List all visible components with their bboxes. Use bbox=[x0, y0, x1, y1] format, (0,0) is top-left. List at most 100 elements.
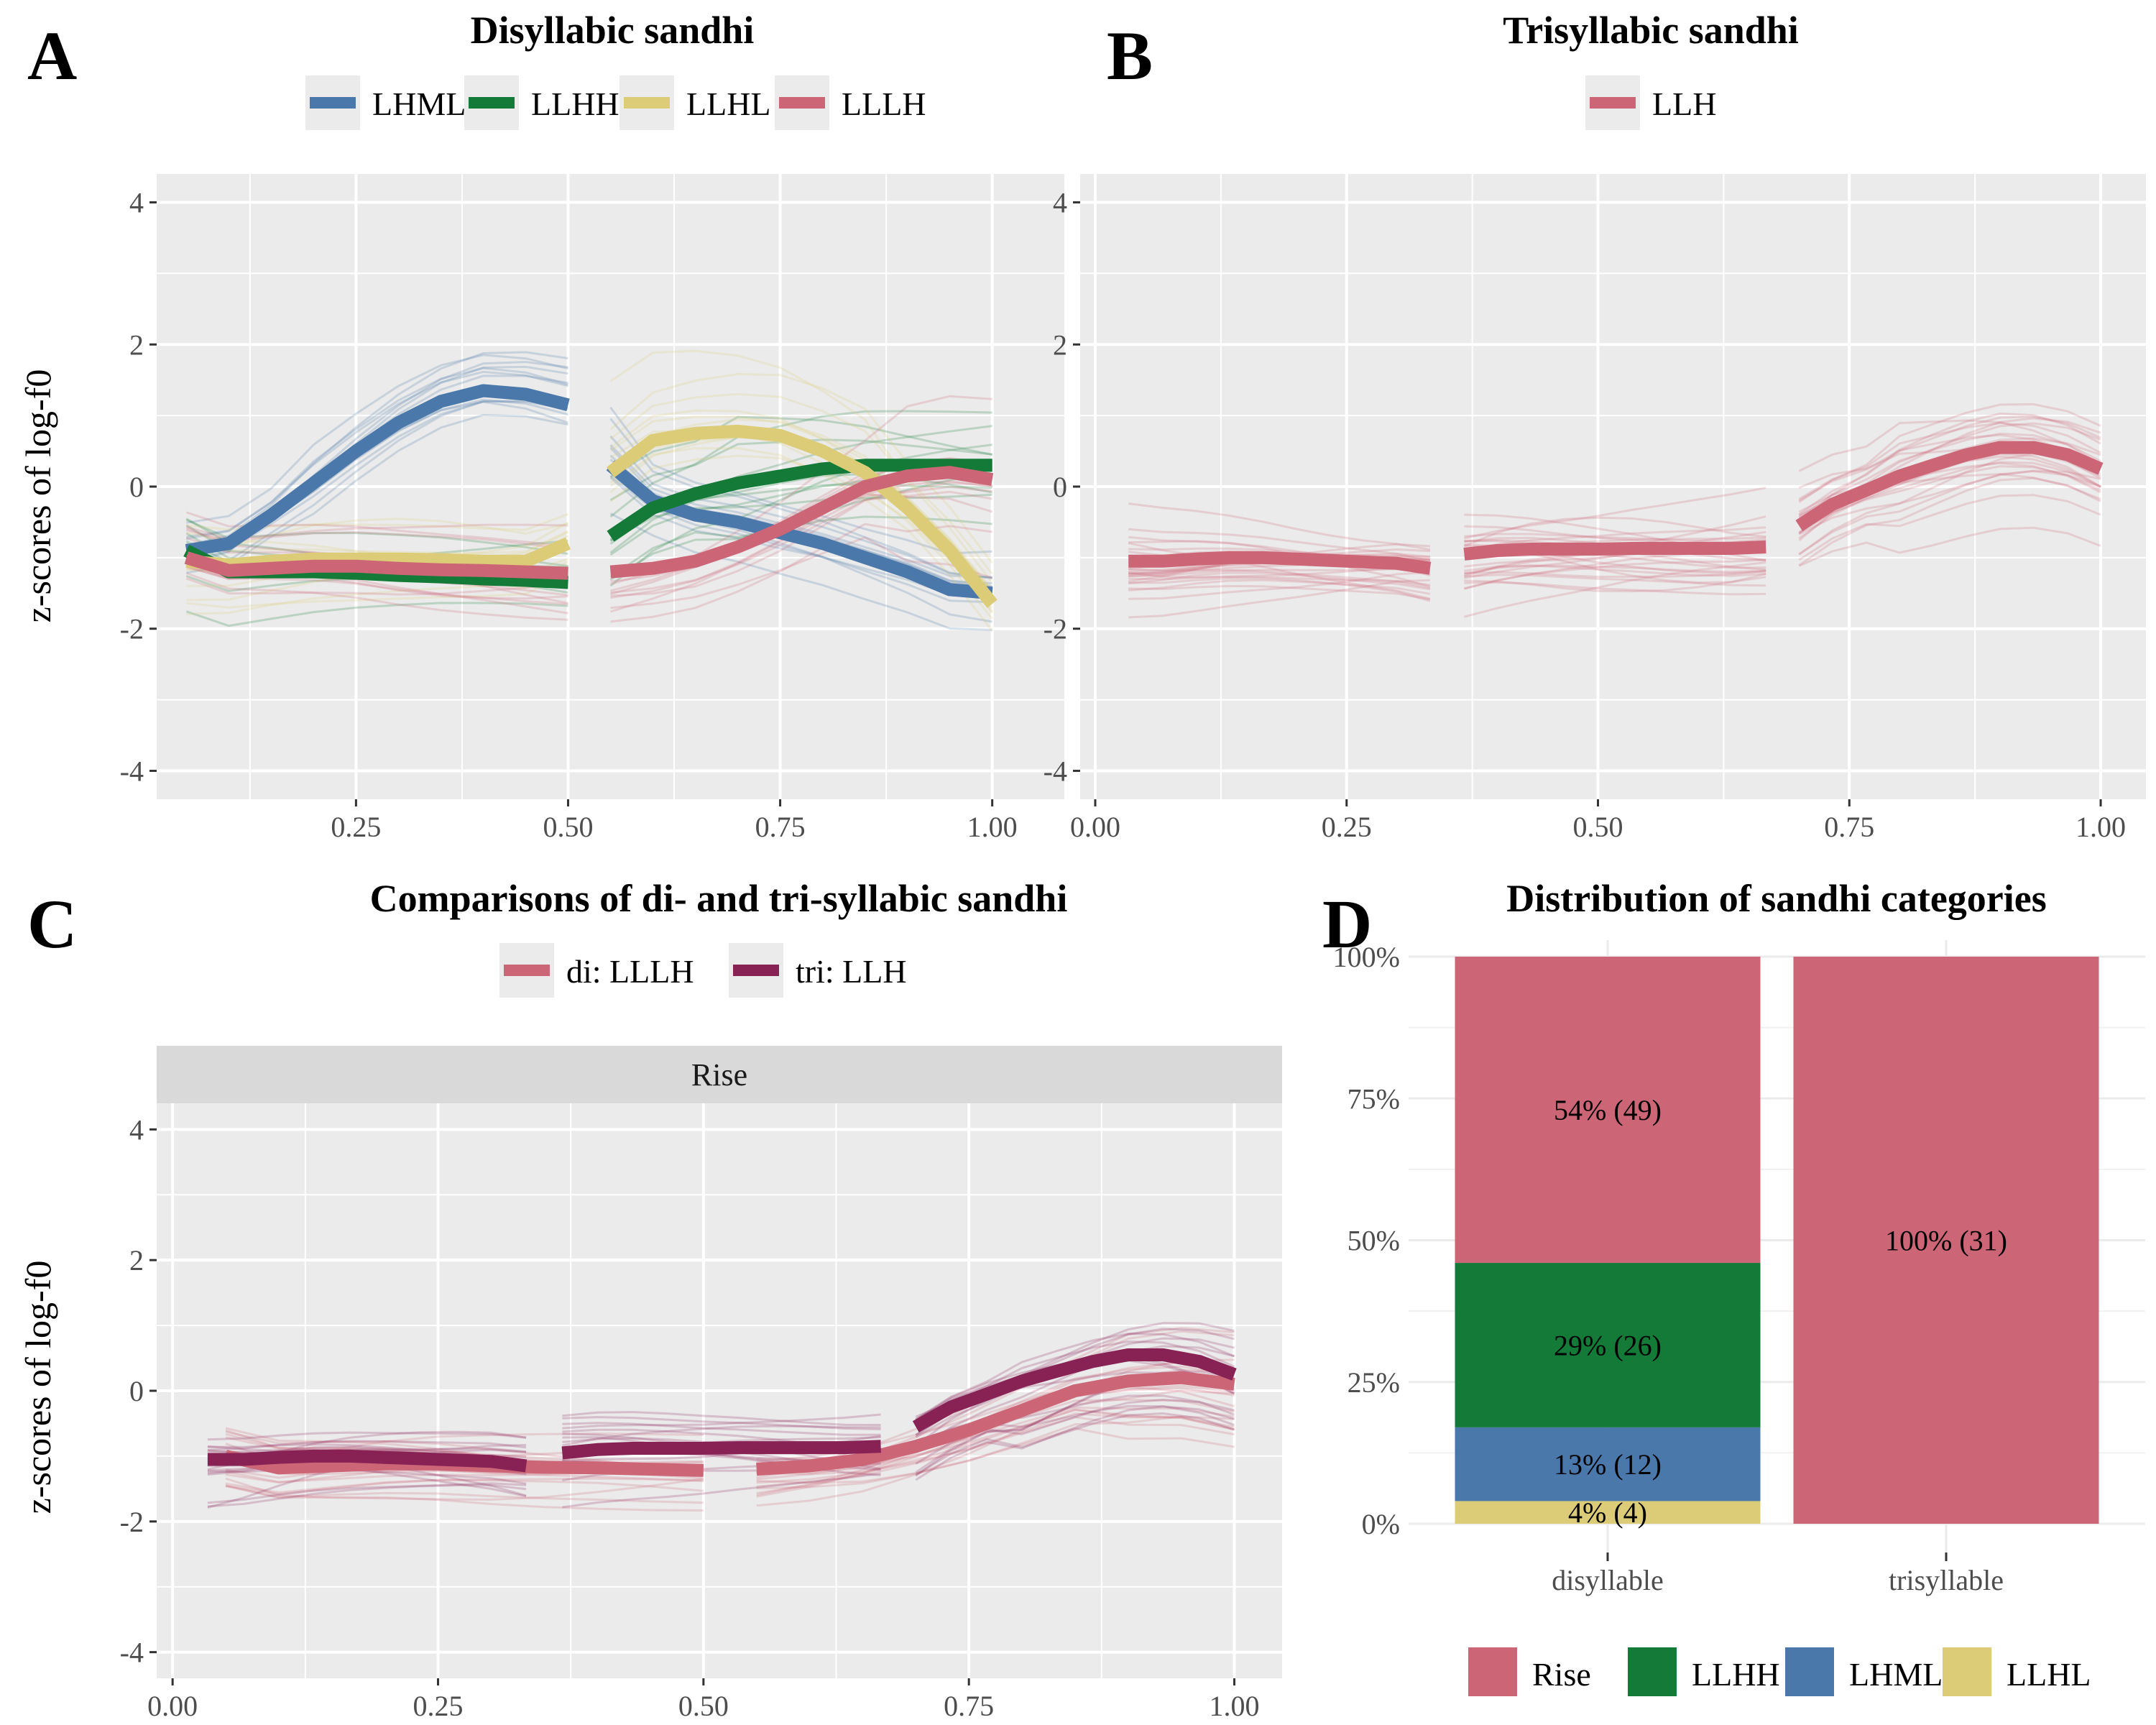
token-line-tri-llh bbox=[562, 1411, 881, 1426]
token-line-lllh bbox=[185, 571, 568, 621]
panel-a-plot: 0.25 0.50 0.75 1.00 -4 -2 0 2 4 bbox=[120, 174, 1064, 843]
token-line-llh bbox=[1798, 526, 2101, 567]
legend-label-d-llhl: LLHL bbox=[2007, 1656, 2091, 1693]
token-line-llhl bbox=[609, 372, 993, 564]
token-line-llh bbox=[1464, 487, 1766, 540]
token-line-llh bbox=[1798, 465, 2101, 534]
token-line-llh bbox=[1798, 494, 2101, 561]
token-line-lllh bbox=[185, 528, 568, 551]
token-line-llhh bbox=[609, 410, 992, 518]
token-line-llh bbox=[1798, 402, 2101, 503]
x-tick-label: 0.75 bbox=[944, 1690, 994, 1722]
y-tick-label: 0 bbox=[1053, 471, 1067, 503]
y-tick-label: 75% bbox=[1348, 1082, 1400, 1115]
panel-c-legend: di: LLLH tri: LLH bbox=[499, 943, 907, 998]
token-line-llh bbox=[1128, 584, 1431, 601]
y-tick-label: 25% bbox=[1348, 1366, 1400, 1399]
token-line-llh bbox=[1464, 561, 1766, 618]
token-line-llh bbox=[1128, 567, 1431, 579]
token-line-lhml bbox=[609, 407, 992, 555]
token-line-lhml bbox=[186, 354, 568, 524]
y-tick-label: 4 bbox=[1053, 187, 1067, 219]
legend-item-tri-llh: tri: LLH bbox=[729, 943, 907, 998]
legend-item-llhl: LLHL bbox=[619, 75, 771, 130]
panel-d-plot: 0% 25% 50% 75% 100% 4% (4) 13% (12) 29% (26) 54%… bbox=[1333, 940, 2145, 1596]
panel-b: B Trisyllabic sandhi LLH 0.00 0.25 0.50 0.7… bbox=[1044, 9, 2146, 843]
token-line-lhml bbox=[185, 351, 568, 546]
mean-line-tri-llh bbox=[207, 1449, 528, 1473]
legend-key-d-llhl bbox=[1943, 1647, 1991, 1696]
token-line-di-lllh bbox=[756, 1415, 1235, 1484]
token-line-llh bbox=[1464, 558, 1766, 590]
token-line-llh bbox=[1798, 419, 2101, 472]
y-tick-label: -2 bbox=[120, 613, 144, 645]
token-line-llh bbox=[1798, 432, 2101, 519]
token-line-lhml bbox=[609, 475, 992, 604]
token-line-tri-llh bbox=[207, 1484, 527, 1508]
legend-item-lhml: LHML bbox=[305, 75, 466, 130]
legend-label-di-lllh: di: LLLH bbox=[566, 953, 694, 990]
x-tick-label: 0.50 bbox=[543, 811, 593, 843]
token-line-tri-llh bbox=[562, 1413, 881, 1430]
panel-c-ylabel: z-scores of log-f0 bbox=[18, 1261, 58, 1514]
token-line-llhh bbox=[609, 415, 993, 478]
token-line-llh bbox=[1128, 542, 1431, 600]
token-line-llh bbox=[1128, 547, 1431, 561]
token-line-di-lllh bbox=[756, 1358, 1235, 1473]
mean-line-llhl bbox=[607, 424, 998, 608]
legend-item-d-llhh: LLHH bbox=[1628, 1647, 1780, 1696]
x-tick-label: 0.00 bbox=[147, 1690, 198, 1722]
token-line-di-lllh bbox=[756, 1412, 1235, 1476]
facet-strip bbox=[157, 1046, 1282, 1103]
token-line-llh bbox=[1128, 575, 1431, 586]
y-tick-label: 4 bbox=[129, 1113, 144, 1146]
token-line-di-lllh bbox=[225, 1478, 704, 1494]
token-line-llh bbox=[1464, 564, 1766, 575]
token-line-llh bbox=[1128, 568, 1431, 578]
legend-item-di-lllh: di: LLLH bbox=[499, 943, 694, 998]
legend-label-llhl: LLHL bbox=[686, 86, 771, 122]
token-line-tri-llh bbox=[562, 1416, 881, 1430]
token-line-llhl bbox=[186, 530, 569, 555]
panel-letter-b: B bbox=[1107, 17, 1153, 94]
legend-label-lllh: LLLH bbox=[842, 86, 926, 122]
token-line-lhml bbox=[186, 370, 568, 540]
token-line-llh bbox=[1798, 415, 2101, 515]
facet-strip-label: Rise bbox=[691, 1057, 747, 1092]
token-line-llhh bbox=[185, 602, 568, 627]
token-line-llh bbox=[1464, 564, 1766, 577]
legend-item-rise: Rise bbox=[1468, 1647, 1591, 1696]
token-line-lllh bbox=[185, 523, 568, 540]
token-line-lllh bbox=[610, 485, 992, 613]
legend-key-d-llhh bbox=[1628, 1647, 1677, 1696]
x-tick-label: 0.25 bbox=[413, 1690, 464, 1722]
x-tick-label: 0.00 bbox=[1070, 811, 1120, 843]
token-line-llh bbox=[1128, 528, 1431, 562]
y-tick-label: 0 bbox=[129, 1375, 144, 1407]
token-line-llh bbox=[1463, 516, 1766, 548]
token-line-llhl bbox=[609, 454, 993, 614]
panel-a-ylabel: z-scores of log-f0 bbox=[18, 369, 58, 623]
mean-line-lhml bbox=[606, 460, 993, 600]
token-line-llh bbox=[1798, 461, 2101, 533]
token-line-llhl bbox=[186, 518, 568, 556]
token-line-tri-llh bbox=[562, 1472, 881, 1509]
token-line-llh bbox=[1128, 576, 1431, 602]
y-tick-label: -4 bbox=[120, 1637, 144, 1669]
token-line-di-lllh bbox=[756, 1408, 1235, 1484]
x-tick-label: 1.00 bbox=[1210, 1690, 1260, 1722]
token-line-di-lllh bbox=[225, 1477, 704, 1496]
mean-line-lllh bbox=[609, 466, 994, 579]
legend-label-llh: LLH bbox=[1652, 86, 1716, 122]
panel-c-plot: 0.00 0.25 0.50 0.75 1.00 -4 -2 0 2 4 bbox=[120, 1103, 1282, 1722]
panel-d-legend: Rise LLHH LHML LLHL bbox=[1468, 1647, 2091, 1696]
legend-item-llh: LLH bbox=[1585, 75, 1716, 130]
token-line-llhl bbox=[609, 392, 993, 575]
token-line-llh bbox=[1464, 569, 1766, 579]
token-line-llh bbox=[1464, 526, 1766, 551]
legend-label-llhh: LLHH bbox=[531, 86, 619, 122]
y-tick-label: 50% bbox=[1348, 1225, 1400, 1257]
x-tick-label: 1.00 bbox=[967, 811, 1018, 843]
bar-label-disyllable-rise: 54% (49) bbox=[1554, 1094, 1662, 1126]
bar-trisyllable-rise bbox=[1793, 957, 2099, 1524]
